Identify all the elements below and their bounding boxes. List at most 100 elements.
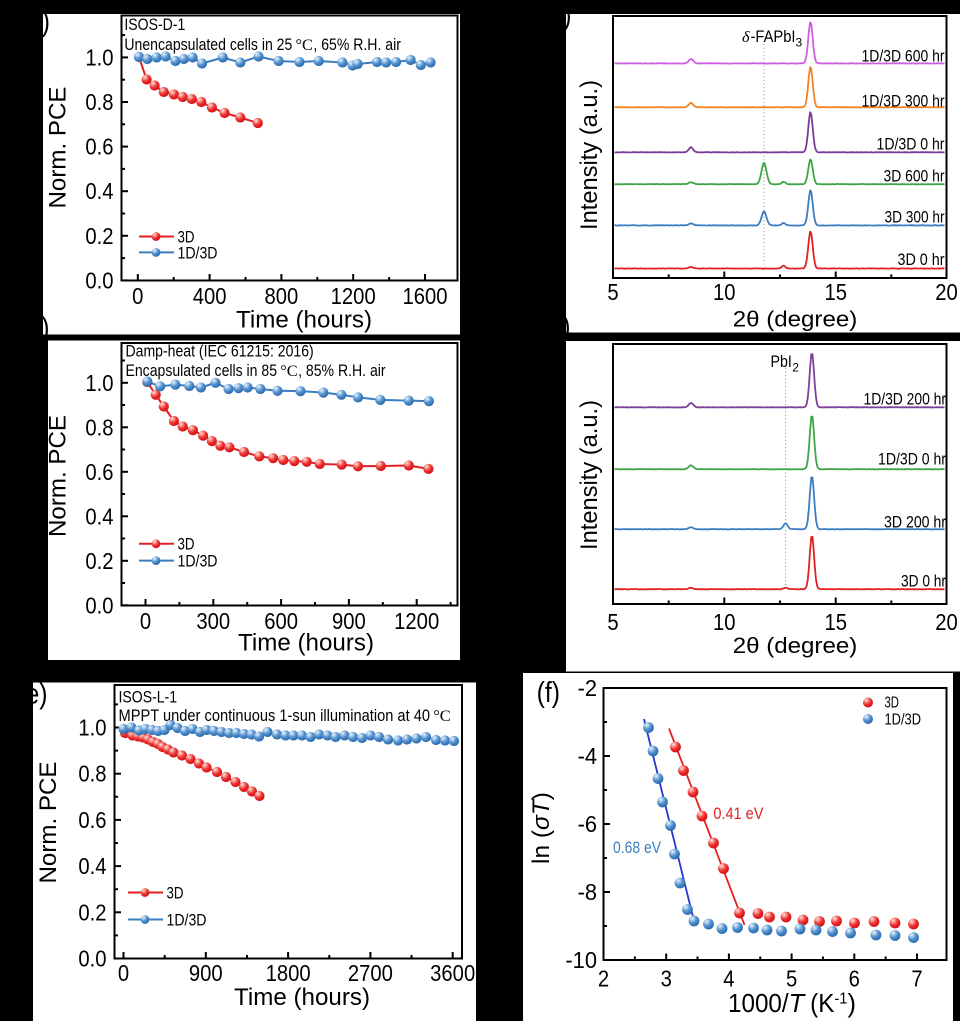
svg-text:0.4: 0.4 xyxy=(85,178,113,204)
svg-text:Norm. PCE: Norm. PCE xyxy=(45,415,72,537)
svg-text:): ) xyxy=(847,990,856,1018)
svg-text:20: 20 xyxy=(935,609,958,635)
svg-text:0.4: 0.4 xyxy=(78,853,106,879)
svg-text:6: 6 xyxy=(849,966,860,992)
svg-text:0: 0 xyxy=(140,608,151,634)
svg-text:3D: 3D xyxy=(167,884,184,902)
svg-text:0.8: 0.8 xyxy=(78,761,106,787)
svg-text:Intensity (a.u.): Intensity (a.u.) xyxy=(576,400,603,550)
svg-text:Unencapsulated cells in 25: Unencapsulated cells in 25 xyxy=(124,36,292,54)
svg-text:-1: -1 xyxy=(834,991,847,1008)
svg-text:1D/3D 200 hr: 1D/3D 200 hr xyxy=(864,391,947,409)
svg-text:3D 200 hr: 3D 200 hr xyxy=(884,514,946,532)
svg-text:1.0: 1.0 xyxy=(78,715,106,741)
svg-text:3D 0 hr: 3D 0 hr xyxy=(898,251,945,269)
svg-text:(K: (K xyxy=(803,990,834,1018)
svg-text:1D/3D: 1D/3D xyxy=(178,553,218,571)
svg-text:0.8: 0.8 xyxy=(85,89,113,115)
svg-text:ln (σT): ln (σT) xyxy=(528,792,555,864)
svg-text:3600: 3600 xyxy=(430,960,475,986)
svg-text:4: 4 xyxy=(723,966,734,992)
svg-text:400: 400 xyxy=(193,283,227,309)
svg-text:0.6: 0.6 xyxy=(78,807,106,833)
svg-text:900: 900 xyxy=(332,608,366,634)
svg-text:-6: -6 xyxy=(578,811,597,837)
svg-text:1600: 1600 xyxy=(402,283,447,309)
svg-text:1D/3D: 1D/3D xyxy=(885,712,922,729)
svg-text:1.0: 1.0 xyxy=(85,44,113,70)
svg-text:300: 300 xyxy=(196,608,230,634)
svg-text:3D 300 hr: 3D 300 hr xyxy=(885,209,945,227)
svg-text:(b): (b) xyxy=(541,0,571,32)
svg-text:ISOS-L-1: ISOS-L-1 xyxy=(119,689,178,707)
svg-text:T: T xyxy=(789,990,807,1018)
svg-text:800: 800 xyxy=(265,283,299,309)
svg-text:0: 0 xyxy=(132,283,143,309)
svg-text:3D 600 hr: 3D 600 hr xyxy=(884,168,945,186)
svg-text:Norm. PCE: Norm. PCE xyxy=(45,87,72,209)
svg-text:1D/3D 0 hr: 1D/3D 0 hr xyxy=(877,136,945,154)
svg-text:°C: °C xyxy=(433,706,450,725)
svg-text:Damp-heat (IEC 61215: 2016): Damp-heat (IEC 61215: 2016) xyxy=(126,343,314,361)
svg-text:-FAPbI: -FAPbI xyxy=(751,28,796,46)
svg-text:MPPT under continuous 1-sun il: MPPT under continuous 1-sun illumination… xyxy=(119,707,431,725)
svg-text:3D 0 hr: 3D 0 hr xyxy=(901,573,946,591)
svg-text:(a): (a) xyxy=(20,6,50,38)
svg-text:(f): (f) xyxy=(537,677,560,709)
svg-text:0.4: 0.4 xyxy=(85,503,113,529)
svg-text:15: 15 xyxy=(824,279,847,305)
svg-text:(d): (d) xyxy=(540,311,570,343)
svg-text:1D/3D 300 hr: 1D/3D 300 hr xyxy=(862,93,945,111)
svg-text:1D/3D 0 hr: 1D/3D 0 hr xyxy=(878,451,946,469)
svg-text:600: 600 xyxy=(264,608,298,634)
svg-text:3D: 3D xyxy=(178,228,195,246)
svg-text:PbI: PbI xyxy=(771,353,792,371)
svg-text:0.8: 0.8 xyxy=(85,414,113,440)
svg-text:1000/: 1000/ xyxy=(728,990,789,1018)
svg-text:, 85% R.H. air: , 85% R.H. air xyxy=(298,362,386,380)
svg-text:1200: 1200 xyxy=(394,608,439,634)
svg-text:ISOS-D-1: ISOS-D-1 xyxy=(124,16,185,34)
svg-text:0.68 eV: 0.68 eV xyxy=(613,838,662,857)
svg-text:°C: °C xyxy=(280,361,297,380)
svg-text:0.2: 0.2 xyxy=(78,899,106,925)
svg-text:-10: -10 xyxy=(565,947,597,973)
svg-text:1D/3D 600 hr: 1D/3D 600 hr xyxy=(862,48,945,66)
svg-text:3: 3 xyxy=(661,966,672,992)
svg-text:10: 10 xyxy=(713,609,736,635)
svg-text:0: 0 xyxy=(118,960,129,986)
svg-text:1D/3D: 1D/3D xyxy=(167,911,207,929)
svg-text:-4: -4 xyxy=(578,743,598,769)
svg-text:3: 3 xyxy=(796,36,803,50)
svg-text:Norm. PCE: Norm. PCE xyxy=(35,762,62,884)
svg-text:δ: δ xyxy=(742,27,750,46)
svg-text:Time (hours): Time (hours) xyxy=(236,307,372,334)
svg-text:5: 5 xyxy=(607,609,618,635)
svg-text:, 65% R.H. air: , 65% R.H. air xyxy=(313,36,401,54)
svg-text:2: 2 xyxy=(792,361,799,375)
svg-text:0.41 eV: 0.41 eV xyxy=(713,804,764,823)
svg-text:5: 5 xyxy=(786,966,797,992)
svg-text:0.0: 0.0 xyxy=(78,946,106,972)
svg-text:1D/3D: 1D/3D xyxy=(178,244,218,262)
svg-text:2: 2 xyxy=(598,966,609,992)
svg-text:(c): (c) xyxy=(21,312,50,344)
svg-text:15: 15 xyxy=(824,609,847,635)
svg-text:2θ (degree): 2θ (degree) xyxy=(733,633,858,658)
svg-text:1200: 1200 xyxy=(331,283,376,309)
svg-text:0.6: 0.6 xyxy=(85,459,113,485)
svg-text:Encapsulated cells in 85: Encapsulated cells in 85 xyxy=(126,362,278,380)
svg-text:1.0: 1.0 xyxy=(85,370,113,396)
svg-text:3D: 3D xyxy=(885,695,900,712)
svg-text:2θ (degree): 2θ (degree) xyxy=(733,307,858,332)
svg-text:10: 10 xyxy=(713,279,736,305)
svg-text:-8: -8 xyxy=(578,879,597,905)
svg-text:°C: °C xyxy=(296,35,313,54)
svg-text:0.2: 0.2 xyxy=(85,223,113,249)
svg-text:20: 20 xyxy=(935,279,958,305)
svg-text:Intensity (a.u.): Intensity (a.u.) xyxy=(576,80,603,230)
svg-text:900: 900 xyxy=(189,960,223,986)
svg-text:0.2: 0.2 xyxy=(85,548,113,574)
svg-text:0.6: 0.6 xyxy=(85,134,113,160)
svg-text:2700: 2700 xyxy=(348,960,393,986)
